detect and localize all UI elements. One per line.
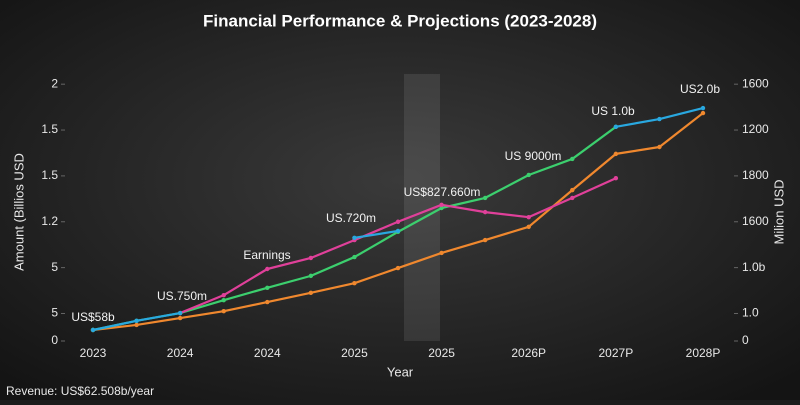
point: [177, 310, 183, 316]
point: [265, 299, 270, 305]
point: [308, 290, 314, 296]
y2-tick-label: 1600: [742, 76, 769, 90]
annotation: US.720m: [326, 211, 376, 225]
x-tick-label: 2028P: [686, 346, 721, 360]
point: [352, 235, 357, 241]
annotation: US 1.0b: [591, 104, 635, 118]
y-tick-label: 5: [51, 260, 58, 274]
point: [570, 195, 575, 201]
point: [700, 105, 706, 111]
point: [395, 265, 401, 271]
x-tick-label: 2026P: [511, 346, 546, 360]
x-tick-label: 2025: [341, 346, 368, 360]
point: [526, 172, 531, 178]
y-tick-label: 0: [51, 333, 58, 347]
y2-axis-title: Milion USD: [771, 179, 786, 244]
chart-title: Financial Performance & Projections (202…: [203, 11, 597, 30]
point: [265, 285, 270, 290]
point: [657, 116, 662, 122]
annotation: US 9000m: [505, 149, 562, 163]
y-tick-label: 5: [51, 306, 58, 320]
point: [657, 144, 662, 150]
point: [439, 250, 444, 256]
y-axis-title: Amount (Billios USD: [11, 153, 26, 271]
point: [439, 202, 444, 207]
point: [526, 214, 531, 220]
point: [265, 266, 270, 272]
point: [570, 156, 575, 162]
x-tick-label: 2025: [428, 346, 455, 360]
y2-tick-label: 1800: [742, 168, 769, 182]
y2-tick-label: 0: [742, 333, 749, 347]
point: [177, 315, 183, 321]
point: [526, 224, 531, 230]
point: [134, 318, 139, 324]
y-tick-label: 2: [51, 76, 58, 90]
point: [395, 219, 401, 224]
point: [308, 273, 314, 279]
point: [308, 255, 314, 261]
point: [395, 228, 401, 234]
x-tick-label: 2023: [80, 346, 107, 360]
point: [221, 292, 226, 298]
annotation: US$827.660m: [404, 185, 481, 199]
x-tick-label: 2024: [254, 346, 281, 360]
line: [354, 229, 399, 239]
y-tick-label: 1.5: [41, 168, 58, 182]
point: [613, 151, 619, 157]
point: [352, 254, 357, 260]
point: [439, 205, 444, 211]
y2-tick-label: 1200: [742, 122, 769, 136]
y2-tick-label: 1.0b: [742, 260, 766, 274]
annotation: US$58b: [71, 310, 115, 324]
point: [700, 110, 706, 116]
annotation: US.750m: [157, 289, 207, 303]
annotation: Earnings: [243, 248, 290, 262]
point: [134, 322, 139, 328]
point: [482, 237, 488, 243]
annotation: US2.0b: [680, 82, 720, 96]
y-tick-label: 1.2: [41, 214, 58, 228]
y-tick-label: 1.5: [41, 122, 58, 136]
footer: Revenue: US$62.508b/year: [6, 384, 154, 398]
x-tick-label: 2024: [167, 346, 194, 360]
point: [613, 124, 619, 130]
point: [90, 327, 96, 333]
x-axis-title: Year: [387, 364, 414, 379]
point: [221, 297, 226, 303]
point: [613, 175, 619, 181]
x-tick-label: 2027P: [599, 346, 634, 360]
point: [221, 308, 226, 314]
y2-tick-label: 1.0: [742, 306, 759, 320]
point: [570, 187, 575, 193]
point: [482, 195, 488, 201]
point: [352, 281, 357, 286]
point: [482, 209, 488, 215]
y2-tick-label: 1600: [742, 214, 769, 228]
